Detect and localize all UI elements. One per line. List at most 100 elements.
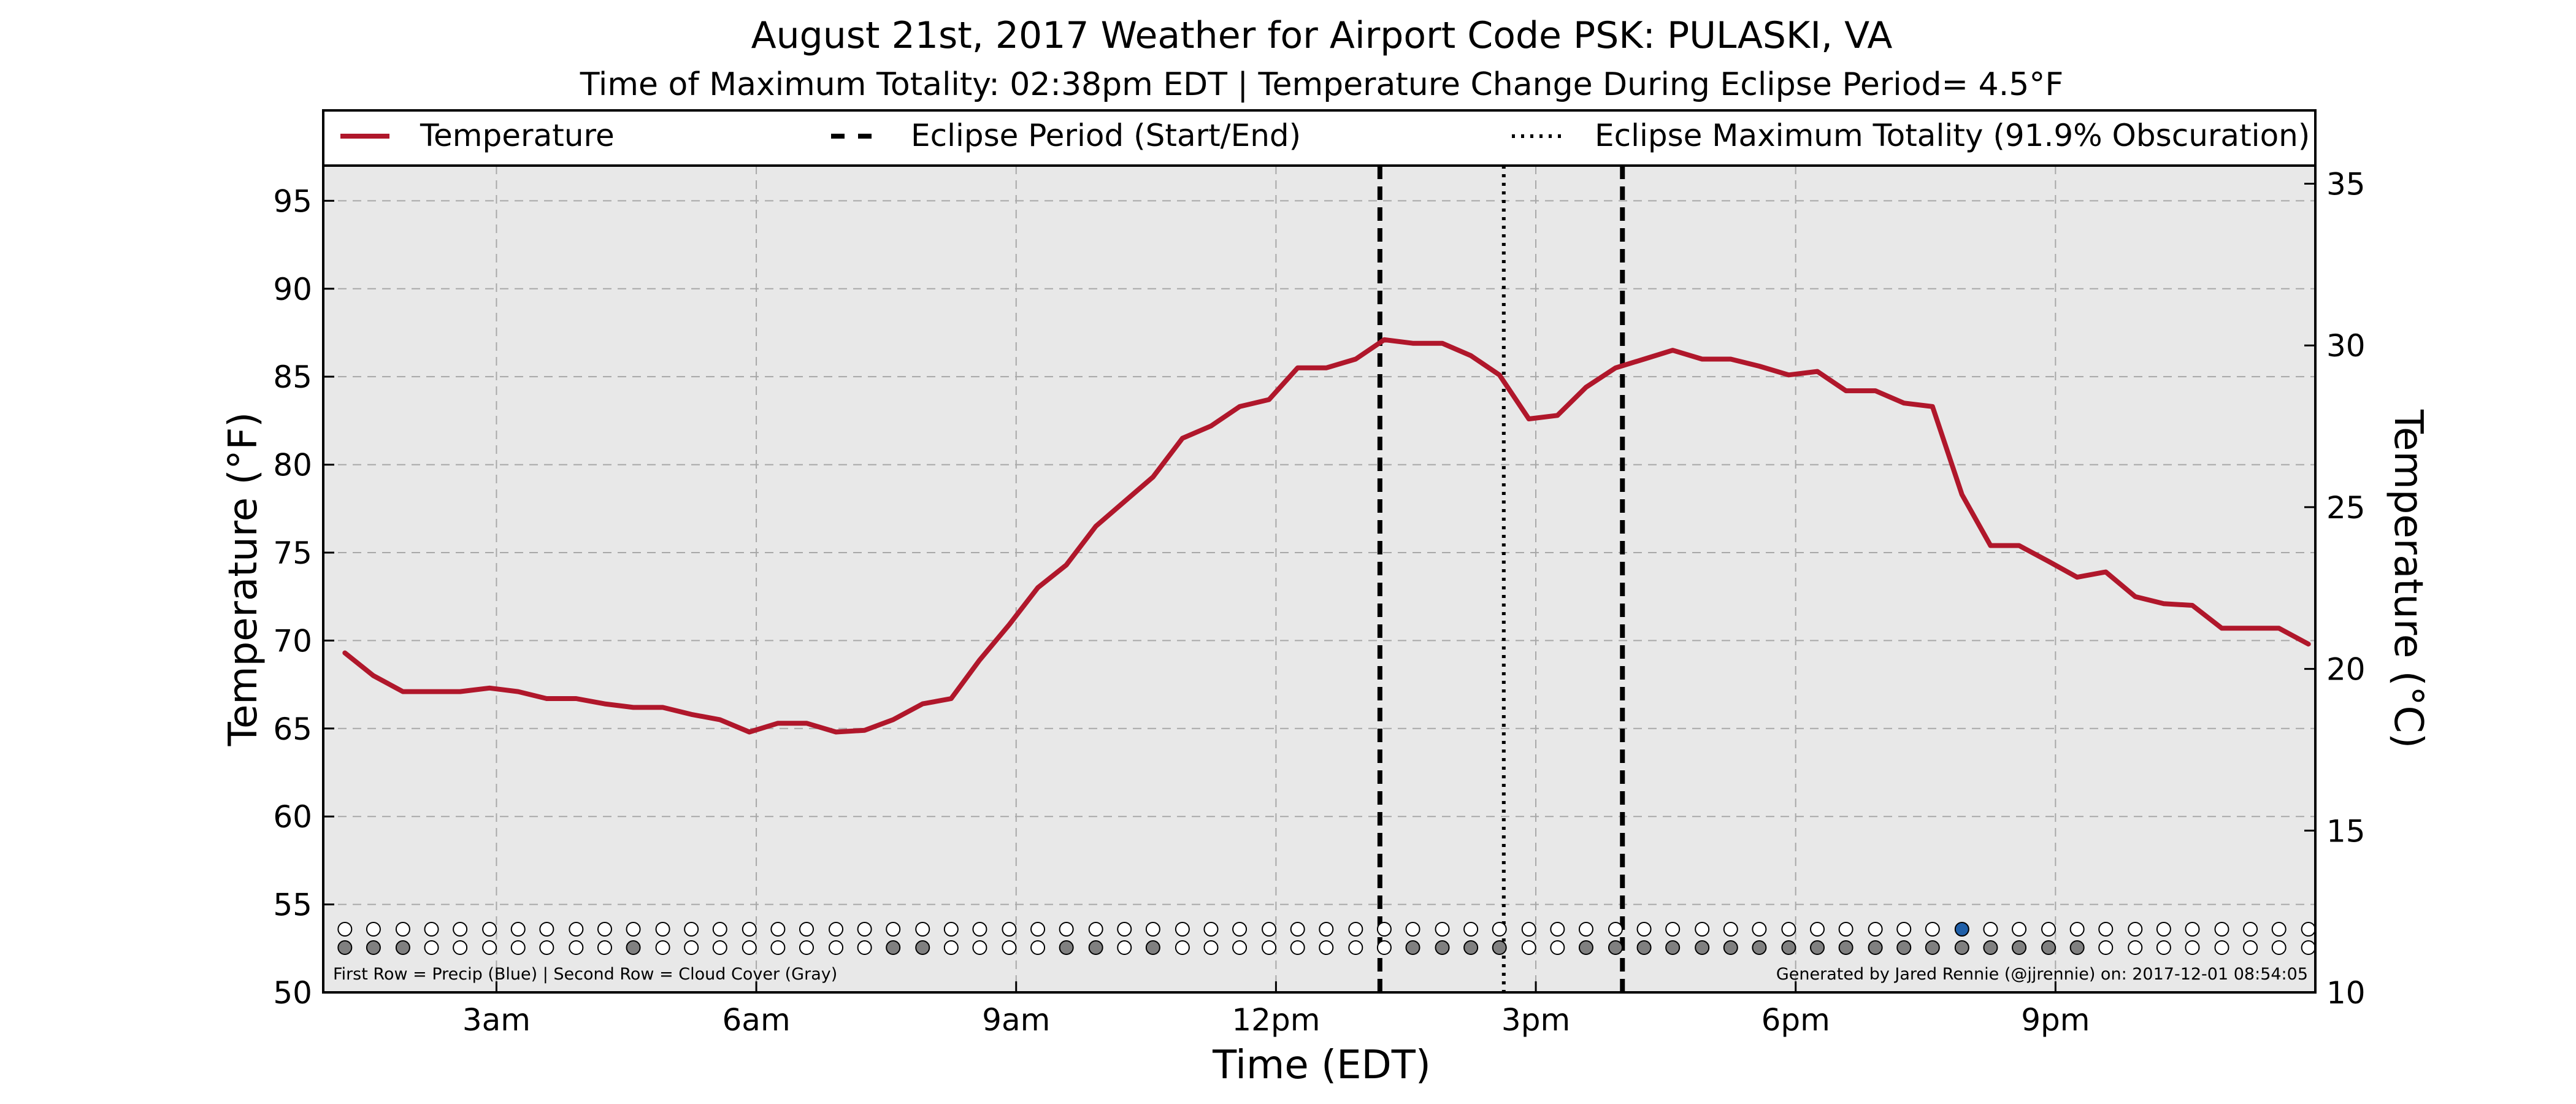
precip-dot-empty: [1030, 922, 1046, 937]
precip-dot-empty: [1983, 922, 1998, 937]
precip-dot-empty: [1405, 922, 1420, 937]
precip-dot-empty: [799, 922, 814, 937]
cloud-dot-filled: [2012, 940, 2027, 955]
cloud-dot-filled: [2041, 940, 2057, 955]
x-tick-label: 9am: [982, 1002, 1050, 1038]
precip-dot-empty: [2128, 922, 2143, 937]
cloud-dot-empty: [2185, 940, 2200, 955]
cloud-dot-empty: [742, 940, 757, 955]
cloud-dot-empty: [597, 940, 612, 955]
precip-dot-empty: [1435, 922, 1450, 937]
cloud-dot-filled: [1636, 940, 1652, 955]
precip-dot-empty: [2243, 922, 2258, 937]
legend: Temperature Eclipse Period (Start/End) E…: [322, 109, 2317, 167]
cloud-dot-empty: [453, 940, 468, 955]
precip-dot-empty: [2271, 922, 2287, 937]
chart-subtitle: Time of Maximum Totality: 02:38pm EDT | …: [580, 66, 2063, 103]
precip-dot-empty: [539, 922, 554, 937]
precip-dot-empty: [2041, 922, 2057, 937]
precip-dot-empty: [1810, 922, 1825, 937]
y-axis-label-left: Temperature (°F): [221, 412, 266, 747]
cloud-dot-empty: [1376, 940, 1392, 955]
cloud-dot-empty: [2271, 940, 2287, 955]
y-tick-label-left: 55: [273, 887, 312, 923]
x-tick-label: 6am: [723, 1002, 791, 1038]
cloud-dot-filled: [1463, 940, 1479, 955]
cloud-dot-filled: [1723, 940, 1738, 955]
precip-dot-empty: [424, 922, 439, 937]
precip-dot-empty: [510, 922, 526, 937]
precip-dot-empty: [1088, 922, 1103, 937]
weather-dot-rows: [337, 922, 2316, 955]
plot-area: [323, 166, 2315, 992]
cloud-dot-empty: [655, 940, 670, 955]
precip-dot-empty: [395, 922, 410, 937]
cloud-dot-empty: [2243, 940, 2258, 955]
precip-dot-empty: [1896, 922, 1912, 937]
x-tick-label: 9pm: [2021, 1002, 2090, 1038]
cloud-dot-empty: [424, 940, 439, 955]
cloud-dot-empty: [2214, 940, 2229, 955]
cloud-dot-filled: [1810, 940, 1825, 955]
cloud-dot-filled: [1983, 940, 1998, 955]
precip-dot-empty: [2069, 922, 2085, 937]
series-layer: [342, 337, 2311, 735]
precip-dot-empty: [1925, 922, 1940, 937]
precip-dot-empty: [857, 922, 872, 937]
precip-dot-empty: [1665, 922, 1681, 937]
y-tick-label-left: 80: [273, 448, 312, 483]
precip-dot-empty: [1262, 922, 1277, 937]
cloud-dot-empty: [1203, 940, 1219, 955]
precip-dot-empty: [569, 922, 584, 937]
y-tick-label-left: 90: [273, 272, 312, 307]
cloud-dot-filled: [1752, 940, 1767, 955]
cloud-dot-filled: [2069, 940, 2085, 955]
precip-dot-empty: [1175, 922, 1190, 937]
cloud-dot-filled: [915, 940, 930, 955]
precip-dot-empty: [366, 922, 381, 937]
cloud-dot-empty: [1550, 940, 1565, 955]
precip-dot-empty: [915, 922, 930, 937]
precip-dot-empty: [742, 922, 757, 937]
x-tick-label: 12pm: [1232, 1002, 1320, 1038]
legend-box: [322, 109, 2317, 167]
precip-dot-empty: [829, 922, 844, 937]
precip-dot-empty: [1203, 922, 1219, 937]
cloud-dot-empty: [1030, 940, 1046, 955]
footnote-left: First Row = Precip (Blue) | Second Row =…: [333, 965, 837, 984]
cloud-dot-filled: [395, 940, 410, 955]
cloud-dot-filled: [1492, 940, 1507, 955]
cloud-dot-empty: [1262, 940, 1277, 955]
precip-dot-empty: [1492, 922, 1507, 937]
cloud-dot-filled: [366, 940, 381, 955]
axis-ticks: 50 55 60 65 70 75 80 85 90 95 10 15 20 25 30 35 3am 6am 9a…: [273, 167, 2365, 1038]
cloud-dot-filled: [1896, 940, 1912, 955]
precip-dot-empty: [1781, 922, 1796, 937]
y-tick-label-left: 95: [273, 183, 312, 219]
cloud-dot-empty: [1002, 940, 1017, 955]
cloud-dot-empty: [770, 940, 786, 955]
precip-dot-empty: [2301, 922, 2316, 937]
y-tick-label-right: 20: [2326, 652, 2366, 688]
y-tick-label-left: 60: [273, 799, 312, 835]
cloud-dot-empty: [482, 940, 497, 955]
cloud-dot-empty: [857, 940, 872, 955]
cloud-dot-filled: [1059, 940, 1074, 955]
cloud-dot-empty: [1521, 940, 1536, 955]
precip-dot-empty: [1752, 922, 1767, 937]
cloud-dot-filled: [1578, 940, 1593, 955]
precip-dot-empty: [770, 922, 786, 937]
cloud-dot-empty: [1232, 940, 1248, 955]
precip-dot-empty: [1145, 922, 1160, 937]
precip-dot-empty: [1232, 922, 1248, 937]
precip-dot-empty: [2214, 922, 2229, 937]
temperature-line: [342, 337, 2311, 735]
precip-dot-empty: [2156, 922, 2171, 937]
cloud-dot-empty: [2301, 940, 2316, 955]
eclipse-markers: [1377, 166, 1625, 992]
x-axis-label: Time (EDT): [1212, 1043, 1431, 1088]
precip-dot-empty: [597, 922, 612, 937]
precip-dot-empty: [1463, 922, 1479, 937]
precip-dot-empty: [1290, 922, 1305, 937]
cloud-dot-empty: [510, 940, 526, 955]
